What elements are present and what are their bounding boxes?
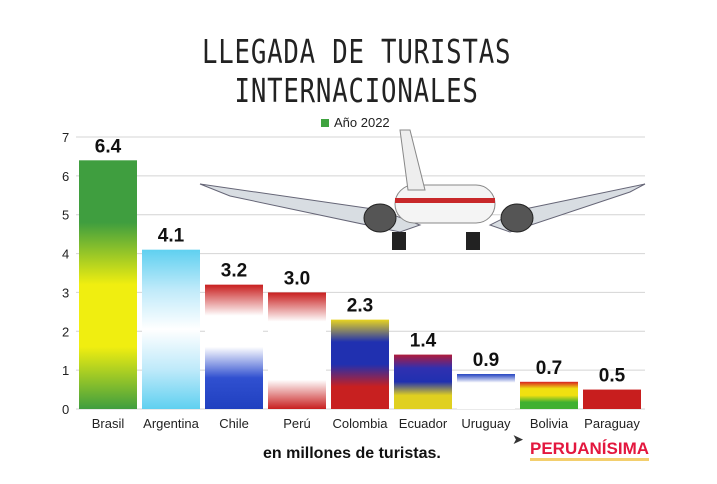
value-label: 3.2: [221, 261, 247, 282]
x-tick-label: Perú: [283, 416, 310, 431]
x-tick-label: Uruguay: [461, 416, 511, 431]
y-tick-label: 4: [62, 247, 69, 262]
airplane-image: [199, 129, 646, 250]
value-label: 0.5: [599, 366, 626, 387]
bar-colombia: [331, 319, 389, 409]
x-tick-label: Colombia: [333, 416, 389, 431]
value-label: 4.1: [158, 226, 185, 247]
legend-label: Año 2022: [334, 115, 390, 130]
y-tick-label: 6: [62, 169, 69, 184]
brand-logo: PERUANÍSIMA: [530, 440, 650, 461]
chart-title: LLEGADA DE TURISTAS INTERNACIONALES: [201, 32, 512, 110]
hummingbird-icon: ➤: [512, 431, 524, 447]
bar-uruguay: [457, 374, 515, 409]
y-tick-label: 0: [62, 402, 69, 417]
bar-chile: [205, 284, 263, 409]
legend: Año 2022: [321, 115, 390, 130]
y-tick-label: 5: [62, 208, 69, 223]
x-tick-label: Ecuador: [399, 416, 448, 431]
value-label: 6.4: [95, 136, 122, 157]
x-tick-label: Paraguay: [584, 416, 640, 431]
value-label: 1.4: [410, 331, 437, 352]
value-label: 2.3: [347, 296, 373, 317]
x-tick-label: Argentina: [143, 416, 199, 431]
y-tick-label: 3: [62, 285, 69, 300]
value-label: 0.9: [473, 350, 499, 371]
x-tick-label: Brasil: [92, 416, 125, 431]
bar-bolivia: [520, 381, 578, 409]
x-tick-label: Chile: [219, 416, 249, 431]
bar-paraguay: [583, 389, 641, 409]
y-tick-label: 1: [62, 363, 69, 378]
bar-ecuador: [394, 354, 452, 409]
y-tick-label: 7: [62, 130, 69, 145]
bar-perú: [268, 292, 326, 409]
bar-brasil: [79, 160, 137, 409]
value-label: 3.0: [284, 268, 310, 289]
x-tick-label: Bolivia: [530, 416, 569, 431]
legend-swatch: [321, 119, 329, 127]
y-tick-label: 2: [62, 324, 69, 339]
axis-unit-caption: en millones de turistas.: [263, 445, 441, 462]
value-label: 0.7: [536, 358, 562, 379]
bar-argentina: [142, 249, 200, 409]
